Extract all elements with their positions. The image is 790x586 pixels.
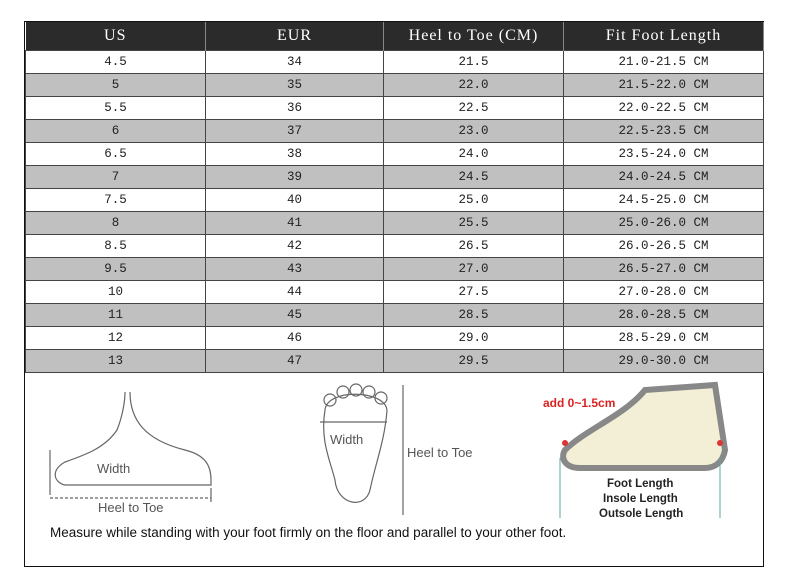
table-cell: 44 bbox=[205, 280, 384, 304]
table-cell: 8.5 bbox=[25, 234, 206, 258]
table-cell: 6.5 bbox=[25, 142, 206, 166]
header-us: US bbox=[25, 22, 206, 51]
table-cell: 39 bbox=[205, 165, 384, 189]
side-foot-icon bbox=[49, 391, 212, 502]
table-cell: 21.5 bbox=[383, 50, 564, 74]
table-row: 13 47 29.5 29.0-30.0 CM bbox=[25, 349, 764, 373]
table-row: 5.5 36 22.5 22.0-22.5 CM bbox=[25, 96, 764, 120]
table-cell: 21.0-21.5 CM bbox=[563, 50, 764, 74]
table-cell: 22.5-23.5 CM bbox=[563, 119, 764, 143]
table-cell: 43 bbox=[205, 257, 384, 281]
table-row: 8 41 25.5 25.0-26.0 CM bbox=[25, 211, 764, 235]
table-cell: 38 bbox=[205, 142, 384, 166]
table-cell: 35 bbox=[205, 73, 384, 97]
table-cell: 24.0-24.5 CM bbox=[563, 165, 764, 189]
table-cell: 22.5 bbox=[383, 96, 564, 120]
table-cell: 26.5-27.0 CM bbox=[563, 257, 764, 281]
table-cell: 28.0-28.5 CM bbox=[563, 303, 764, 327]
header-heel-to-toe: Heel to Toe (CM) bbox=[383, 22, 564, 51]
table-cell: 37 bbox=[205, 119, 384, 143]
table-cell: 26.5 bbox=[383, 234, 564, 258]
table-cell: 10 bbox=[25, 280, 206, 304]
table-row: 12 46 29.0 28.5-29.0 CM bbox=[25, 326, 764, 350]
outsole-length-label: Outsole Length bbox=[599, 508, 684, 520]
table-cell: 27.5 bbox=[383, 280, 564, 304]
table-cell: 27.0 bbox=[383, 257, 564, 281]
table-cell: 29.0 bbox=[383, 326, 564, 350]
table-cell: 4.5 bbox=[25, 50, 206, 74]
table-row: 7 39 24.5 24.0-24.5 CM bbox=[25, 165, 764, 189]
table-cell: 47 bbox=[205, 349, 384, 373]
table-cell: 24.5 bbox=[383, 165, 564, 189]
table-cell: 34 bbox=[205, 50, 384, 74]
foot-length-label: Foot Length bbox=[607, 478, 674, 490]
table-header: US EUR Heel to Toe (CM) Fit Foot Length bbox=[25, 22, 764, 51]
table-row: 6 37 23.0 22.5-23.5 CM bbox=[25, 119, 764, 143]
table-row: 9.5 43 27.0 26.5-27.0 CM bbox=[25, 257, 764, 281]
table-cell: 23.5-24.0 CM bbox=[563, 142, 764, 166]
table-cell: 22.0 bbox=[383, 73, 564, 97]
table-cell: 5 bbox=[25, 73, 206, 97]
measure-diagram: Width Heel to Toe Width Heel to Toe add … bbox=[25, 370, 763, 566]
table-cell: 41 bbox=[205, 211, 384, 235]
header-eur: EUR bbox=[205, 22, 384, 51]
table-cell: 13 bbox=[25, 349, 206, 373]
table-row: 8.5 42 26.5 26.0-26.5 CM bbox=[25, 234, 764, 258]
sole-heel-to-toe-label: Heel to Toe bbox=[407, 445, 473, 460]
table-cell: 36 bbox=[205, 96, 384, 120]
table-cell: 12 bbox=[25, 326, 206, 350]
table-cell: 27.0-28.0 CM bbox=[563, 280, 764, 304]
size-chart: US EUR Heel to Toe (CM) Fit Foot Length … bbox=[24, 21, 764, 567]
add-allowance-label: add 0~1.5cm bbox=[543, 396, 616, 410]
table-cell: 5.5 bbox=[25, 96, 206, 120]
table-cell: 45 bbox=[205, 303, 384, 327]
table-cell: 7.5 bbox=[25, 188, 206, 212]
measure-instruction: Measure while standing with your foot fi… bbox=[50, 525, 567, 540]
header-fit-foot-length: Fit Foot Length bbox=[563, 22, 764, 51]
table-cell: 9.5 bbox=[25, 257, 206, 281]
table-cell: 29.0-30.0 CM bbox=[563, 349, 764, 373]
table-cell: 42 bbox=[205, 234, 384, 258]
table-row: 4.5 34 21.5 21.0-21.5 CM bbox=[25, 50, 764, 74]
insole-length-label: Insole Length bbox=[603, 493, 678, 505]
table-row: 6.5 38 24.0 23.5-24.0 CM bbox=[25, 142, 764, 166]
table-row: 10 44 27.5 27.0-28.0 CM bbox=[25, 280, 764, 304]
table-cell: 25.0 bbox=[383, 188, 564, 212]
table-cell: 28.5 bbox=[383, 303, 564, 327]
table-cell: 6 bbox=[25, 119, 206, 143]
table-cell: 25.5 bbox=[383, 211, 564, 235]
table-cell: 40 bbox=[205, 188, 384, 212]
table-cell: 28.5-29.0 CM bbox=[563, 326, 764, 350]
table-row: 11 45 28.5 28.0-28.5 CM bbox=[25, 303, 764, 327]
table-cell: 25.0-26.0 CM bbox=[563, 211, 764, 235]
table-cell: 8 bbox=[25, 211, 206, 235]
sole-width-label: Width bbox=[330, 432, 364, 447]
table-cell: 7 bbox=[25, 165, 206, 189]
table-row: 5 35 22.0 21.5-22.0 CM bbox=[25, 73, 764, 97]
table-row: 7.5 40 25.0 24.5-25.0 CM bbox=[25, 188, 764, 212]
table-cell: 46 bbox=[205, 326, 384, 350]
table-cell: 21.5-22.0 CM bbox=[563, 73, 764, 97]
sole-foot-icon bbox=[320, 383, 404, 515]
shoe-cross-section-icon bbox=[559, 381, 729, 518]
size-table: US EUR Heel to Toe (CM) Fit Foot Length … bbox=[25, 22, 764, 373]
table-cell: 11 bbox=[25, 303, 206, 327]
side-heel-to-toe-label: Heel to Toe bbox=[98, 500, 164, 515]
table-cell: 24.5-25.0 CM bbox=[563, 188, 764, 212]
table-cell: 22.0-22.5 CM bbox=[563, 96, 764, 120]
table-cell: 26.0-26.5 CM bbox=[563, 234, 764, 258]
side-width-label: Width bbox=[97, 461, 131, 476]
foot-illustrations bbox=[49, 381, 729, 518]
table-cell: 29.5 bbox=[383, 349, 564, 373]
table-cell: 23.0 bbox=[383, 119, 564, 143]
table-cell: 24.0 bbox=[383, 142, 564, 166]
